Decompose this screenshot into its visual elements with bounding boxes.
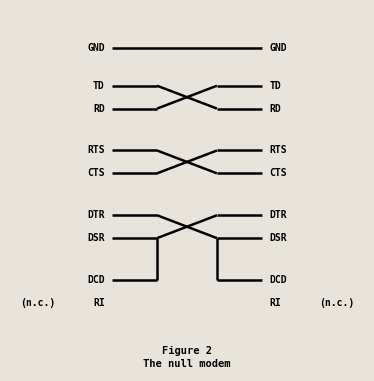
Text: Figure 2: Figure 2 [162,346,212,355]
Text: RD: RD [269,104,281,114]
Text: (n.c.): (n.c.) [20,298,55,308]
Text: RI: RI [93,298,105,308]
Text: GND: GND [87,43,105,53]
Text: TD: TD [93,81,105,91]
Text: TD: TD [269,81,281,91]
Text: DSR: DSR [87,233,105,243]
Text: RI: RI [269,298,281,308]
Text: DTR: DTR [87,210,105,220]
Text: RD: RD [93,104,105,114]
Text: (n.c.): (n.c.) [319,298,354,308]
Text: DSR: DSR [269,233,287,243]
Text: DCD: DCD [269,275,287,285]
Text: DCD: DCD [87,275,105,285]
Text: The null modem: The null modem [143,359,231,369]
Text: DTR: DTR [269,210,287,220]
Text: RTS: RTS [269,146,287,155]
Text: RTS: RTS [87,146,105,155]
Text: CTS: CTS [87,168,105,178]
Text: CTS: CTS [269,168,287,178]
Text: GND: GND [269,43,287,53]
